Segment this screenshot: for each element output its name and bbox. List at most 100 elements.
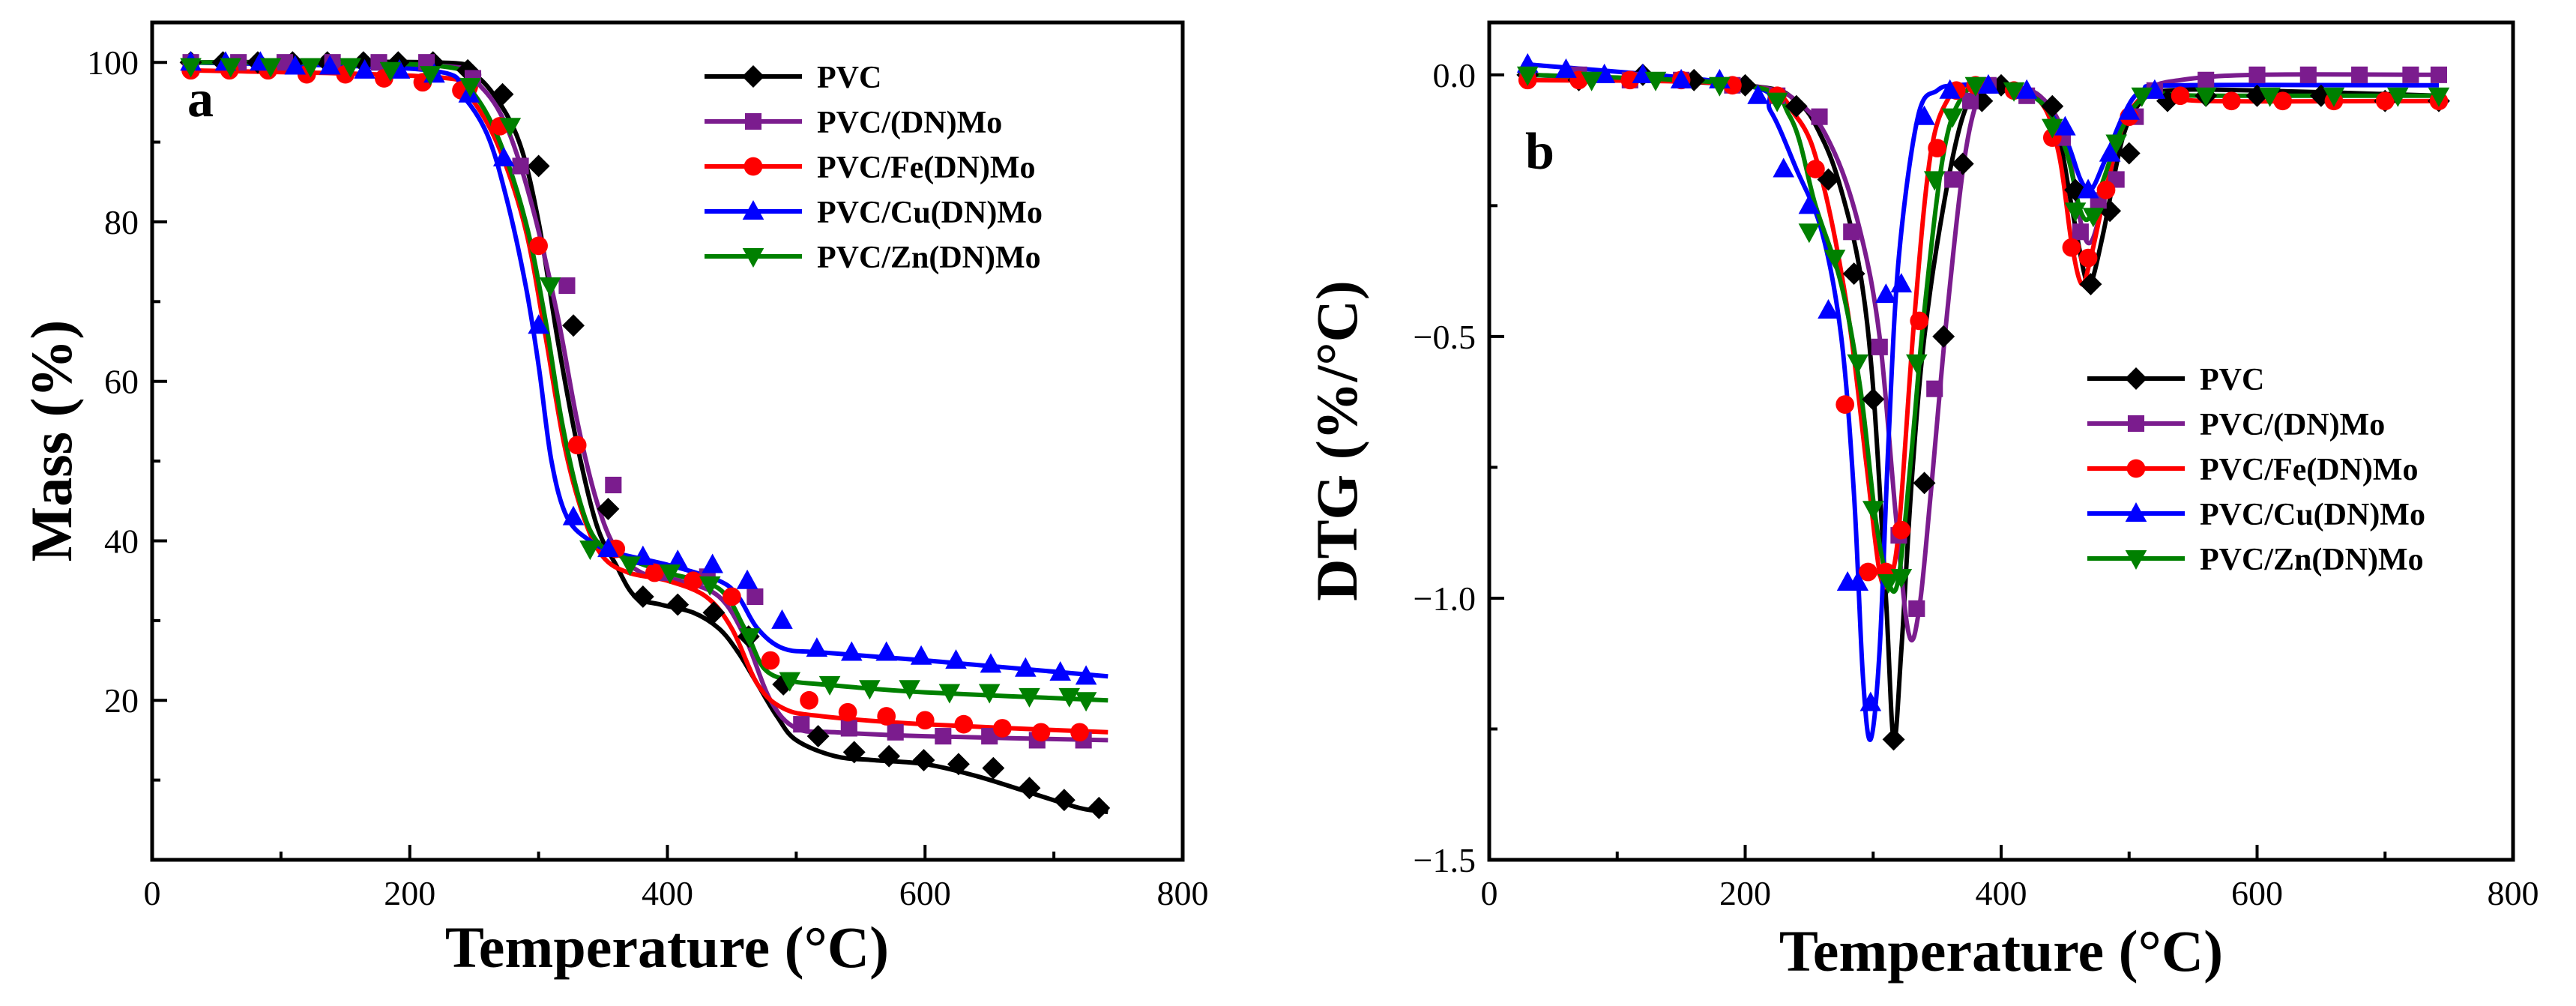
data-point-pvc-zn-dn-mo	[2131, 87, 2153, 107]
data-point-pvc-fe-dn-mo	[529, 236, 548, 256]
data-point-pvc-zn-dn-mo	[1890, 568, 1913, 588]
data-point-pvc-fe-dn-mo	[2062, 238, 2081, 257]
data-point-pvc-zn-dn-mo	[2259, 87, 2281, 107]
data-point-pvc-zn-dn-mo	[1075, 692, 1097, 712]
data-point-pvc-zn-dn-mo	[2042, 118, 2063, 139]
series-line-pvc-cu-dn-mo	[1527, 61, 2440, 742]
data-point-pvc-zn-dn-mo	[1941, 108, 1964, 128]
data-point-pvc	[491, 82, 514, 106]
data-point-pvc-fe-dn-mo	[2171, 86, 2190, 106]
legend-marker-pvc-zn-dn-mo	[2125, 549, 2147, 570]
x-tick-label: 600	[2231, 874, 2283, 912]
data-point-pvc-cu-dn-mo	[528, 314, 549, 334]
legend-marker-pvc-fe-dn-mo	[2126, 459, 2146, 478]
data-point-pvc-zn-dn-mo	[1019, 687, 1040, 708]
data-point-pvc-fe-dn-mo	[2273, 91, 2292, 111]
legend-label-pvc-cu-dn-mo: PVC/Cu(DN)Mo	[2200, 498, 2425, 532]
x-tick-label: 600	[899, 874, 951, 912]
data-point-pvc-fe-dn-mo	[838, 702, 857, 722]
legend-marker-pvc-fe-dn-mo	[743, 157, 763, 176]
data-point-pvc-zn-dn-mo	[2195, 87, 2217, 107]
data-point-pvc	[806, 725, 830, 748]
data-point-pvc-zn-dn-mo	[1644, 71, 1667, 91]
data-point-pvc-fe-dn-mo	[1070, 723, 1089, 742]
data-point-pvc-cu-dn-mo	[1890, 273, 1913, 293]
data-point-pvc-zn-dn-mo	[1798, 223, 1821, 244]
data-point-pvc-zn-dn-mo	[2082, 208, 2105, 228]
data-point-pvc-cu-dn-mo	[1075, 665, 1097, 685]
data-point-pvc-zn-dn-mo	[1847, 354, 1869, 374]
y-tick-label: 60	[104, 363, 139, 401]
data-point-pvc-zn-dn-mo	[499, 118, 522, 138]
data-point-pvc-fe-dn-mo	[800, 690, 818, 710]
data-point-pvc	[527, 154, 550, 178]
data-point-pvc-zn-dn-mo	[699, 576, 721, 596]
data-point-pvc-dn-mo	[2198, 71, 2215, 88]
data-point-pvc-cu-dn-mo	[1593, 63, 1615, 83]
data-point-pvc	[912, 749, 935, 771]
ticks-b: 0 200 400 600 800 −1.5 −1.0 −0.5 0.0	[1414, 56, 2539, 912]
data-point-pvc-fe-dn-mo	[645, 563, 664, 582]
data-point-pvc-cu-dn-mo	[492, 146, 515, 166]
data-point-pvc-dn-mo	[2430, 66, 2448, 83]
data-point-pvc-fe-dn-mo	[1836, 395, 1855, 414]
data-point-pvc-dn-mo	[558, 277, 576, 295]
data-point-pvc	[631, 585, 654, 608]
data-point-pvc-cu-dn-mo	[1632, 63, 1654, 83]
data-point-pvc-zn-dn-mo	[2323, 87, 2345, 107]
data-point-pvc-zn-dn-mo	[379, 61, 402, 82]
data-point-pvc-fe-dn-mo	[1031, 723, 1051, 742]
data-point-pvc-dn-mo	[981, 728, 998, 745]
y-axis-title-a: Mass (%)	[19, 320, 84, 562]
data-point-pvc	[1842, 262, 1865, 286]
data-point-pvc-fe-dn-mo	[1806, 160, 1825, 178]
data-point-pvc	[2041, 94, 2064, 118]
legend-label-pvc-fe-dn-mo: PVC/Fe(DN)Mo	[2200, 453, 2419, 487]
data-point-pvc-zn-dn-mo	[739, 628, 761, 648]
data-point-pvc-cu-dn-mo	[1818, 299, 1839, 319]
data-point-pvc	[1088, 796, 1111, 819]
data-point-pvc	[878, 744, 901, 768]
panel-b: 0 200 400 600 800 −1.5 −1.0 −0.5 0.0 PVC PVC/(DN)…	[1304, 20, 2539, 984]
data-point-pvc-cu-dn-mo	[1747, 84, 1769, 104]
data-point-pvc-dn-mo	[1843, 223, 1860, 241]
data-point-pvc-fe-dn-mo	[2222, 91, 2241, 111]
legend-marker-pvc	[742, 65, 764, 88]
data-point-pvc-cu-dn-mo	[1875, 283, 1897, 304]
panel-label-b: b	[1525, 123, 1554, 181]
data-point-pvc-fe-dn-mo	[993, 719, 1012, 738]
y-tick-label: 40	[104, 522, 139, 560]
data-point-pvc-dn-mo	[2299, 66, 2317, 83]
data-point-pvc-fe-dn-mo	[915, 711, 935, 730]
data-point-pvc-cu-dn-mo	[840, 641, 863, 661]
data-point-pvc-cu-dn-mo	[666, 549, 689, 570]
y-tick-label: 100	[87, 43, 139, 82]
data-point-pvc-zn-dn-mo	[2064, 202, 2087, 223]
data-point-pvc	[666, 593, 690, 616]
data-point-pvc-dn-mo	[1926, 380, 1943, 397]
data-point-pvc	[1862, 388, 1885, 411]
plot-frame-a	[150, 20, 1185, 862]
x-tick-label: 800	[2488, 874, 2539, 912]
data-point-pvc-cu-dn-mo	[319, 55, 341, 75]
legend-label-pvc: PVC	[2200, 363, 2264, 397]
data-point-pvc-cu-dn-mo	[1555, 58, 1577, 78]
data-point-pvc-zn-dn-mo	[579, 540, 601, 561]
data-point-pvc	[1018, 777, 1041, 800]
data-point-pvc-dn-mo	[887, 723, 904, 741]
data-point-pvc-fe-dn-mo	[2096, 181, 2116, 199]
data-point-pvc	[1785, 94, 1808, 118]
data-point-pvc	[2309, 84, 2332, 107]
data-point-pvc-cu-dn-mo	[1049, 661, 1072, 681]
x-tick-label: 400	[1976, 874, 2027, 912]
curves-b	[1527, 61, 2440, 743]
data-point-pvc-fe-dn-mo	[2078, 248, 2098, 268]
data-point-pvc-dn-mo	[1908, 600, 1925, 617]
data-point-pvc-cu-dn-mo	[1773, 157, 1795, 178]
data-point-pvc-cu-dn-mo	[702, 553, 723, 573]
legend-marker-pvc-zn-dn-mo	[742, 247, 764, 268]
data-point-pvc-zn-dn-mo	[1581, 71, 1602, 91]
data-point-pvc-zn-dn-mo	[2003, 82, 2025, 102]
data-point-pvc-fe-dn-mo	[954, 714, 974, 734]
